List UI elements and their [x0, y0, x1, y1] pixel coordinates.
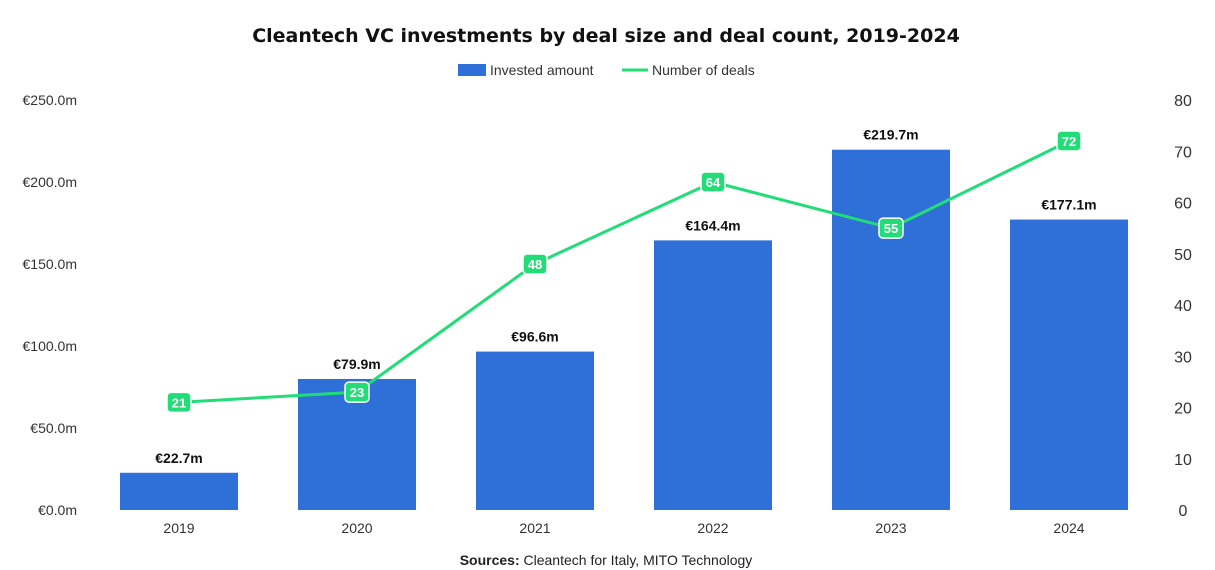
left-y-axis: €0.0m €50.0m €100.0m €150.0m €200.0m €250.0m: [23, 92, 77, 518]
left-axis-tick-label: €100.0m: [23, 338, 77, 354]
left-axis-tick-label: €150.0m: [23, 256, 77, 272]
legend: Invested amount Number of deals: [458, 62, 755, 78]
right-axis-tick-label: 70: [1174, 144, 1192, 161]
line-point-marker: [1056, 130, 1082, 152]
x-axis-tick-label: 2024: [1053, 520, 1084, 536]
x-axis: 2019 2020 2021 2022 2023 2024: [163, 520, 1084, 536]
deals-line: [178, 139, 1070, 404]
chart-title: Cleantech VC investments by deal size an…: [252, 25, 960, 47]
bar: [120, 472, 238, 510]
bar-series: [120, 149, 1128, 510]
line-point-label: 72: [1062, 134, 1076, 149]
bar-value-label: €177.1m: [1041, 197, 1096, 213]
right-axis-tick-label: 60: [1174, 196, 1192, 213]
x-axis-tick-label: 2019: [163, 520, 194, 536]
bar-value-label: €219.7m: [863, 127, 918, 143]
legend-label-line: Number of deals: [652, 62, 755, 78]
line-point-marker: [344, 381, 370, 403]
line-point-marker: [700, 171, 726, 193]
right-y-axis: 0 10 20 30 40 50 60 70 80: [1174, 93, 1192, 520]
bar-value-label: €164.4m: [685, 217, 740, 233]
right-axis-tick-label: 20: [1174, 401, 1192, 418]
bar-value-label: €79.9m: [333, 356, 380, 372]
left-axis-tick-label: €0.0m: [38, 502, 77, 518]
bar: [476, 351, 594, 510]
x-axis-tick-label: 2020: [341, 520, 372, 536]
line-point-label: 48: [528, 257, 542, 272]
right-axis-tick-label: 0: [1179, 503, 1188, 520]
right-axis-tick-label: 10: [1174, 452, 1192, 469]
right-axis-tick-label: 40: [1174, 298, 1192, 315]
line-point-label: 64: [706, 175, 721, 190]
right-axis-tick-label: 30: [1174, 349, 1192, 366]
legend-swatch-bars: [458, 64, 486, 76]
line-point-marker: [878, 217, 904, 239]
x-axis-tick-label: 2023: [875, 520, 906, 536]
line-series: 21 23 48 64 55 72: [166, 130, 1082, 414]
source-text: Cleantech for Italy, MITO Technology: [520, 552, 753, 568]
x-axis-tick-label: 2021: [519, 520, 550, 536]
bar-value-label: €22.7m: [155, 450, 202, 466]
bar: [832, 149, 950, 510]
line-point-label: 55: [884, 221, 898, 236]
line-point-label: 23: [350, 385, 364, 400]
left-axis-tick-label: €250.0m: [23, 92, 77, 108]
legend-label-bars: Invested amount: [490, 62, 594, 78]
left-axis-tick-label: €200.0m: [23, 174, 77, 190]
source-note: Sources: Cleantech for Italy, MITO Techn…: [460, 552, 753, 568]
bar-value-label: €96.6m: [511, 329, 558, 345]
source-label: Sources:: [460, 552, 520, 568]
bar: [1010, 219, 1128, 510]
right-axis-tick-label: 50: [1174, 247, 1192, 264]
left-axis-tick-label: €50.0m: [30, 420, 77, 436]
line-point-marker: [166, 391, 192, 414]
bar-value-labels: €22.7m €79.9m €96.6m €164.4m €219.7m €177.1m: [155, 127, 1096, 466]
bar: [654, 240, 772, 510]
right-axis-tick-label: 80: [1174, 93, 1192, 110]
x-axis-tick-label: 2022: [697, 520, 728, 536]
line-point-label: 21: [172, 395, 186, 410]
line-point-marker: [522, 253, 548, 275]
